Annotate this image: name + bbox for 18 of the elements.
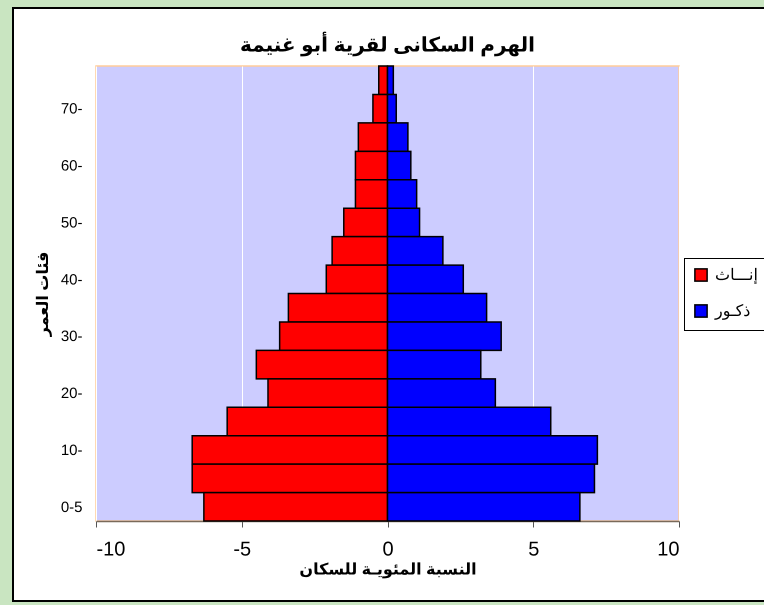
y-tick-label: 10- <box>60 442 82 459</box>
x-tick-label: -10 <box>96 538 126 560</box>
chart-title: الهرم السكانى لقرية أبو غنيمة <box>240 31 535 56</box>
y-tick-label: 0-5 <box>60 498 82 516</box>
x-tick-label: 10 <box>657 538 680 560</box>
y-tick-label: 20- <box>60 385 82 402</box>
y-tick-label: 60- <box>60 158 82 175</box>
y-tick-label: 40- <box>60 271 82 288</box>
x-tick-label: 0 <box>382 538 394 560</box>
y-tick-label: 30- <box>60 328 82 346</box>
x-tick-label: -5 <box>233 538 252 560</box>
x-tick-label: 5 <box>528 538 540 560</box>
legend-label: إنـــاث <box>715 267 758 284</box>
y-tick-label: 50- <box>60 214 82 232</box>
y-axis-title: فئات العمر <box>34 252 52 338</box>
legend-label: ذكـور <box>714 303 750 320</box>
x-axis-title: النسبة المئويـة للسكان <box>299 562 477 578</box>
y-tick-label: 70- <box>60 100 82 118</box>
